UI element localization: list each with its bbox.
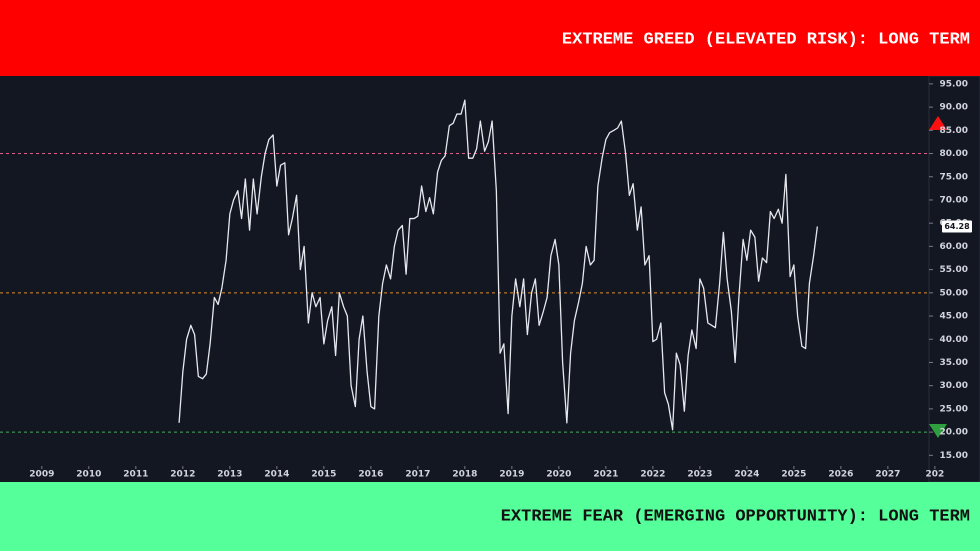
x-tick-label: 2016 [358,470,383,480]
top-banner [0,0,980,76]
arrow-head-down [929,424,947,438]
y-tick-label: 45.00 [940,312,968,322]
bottom-banner [0,482,980,551]
y-tick-label: 75.00 [940,172,968,182]
bottom-banner-text: EXTREME FEAR (EMERGING OPPORTUNITY): LON… [501,507,970,526]
x-tick-label: 2025 [781,470,806,480]
y-tick-label: 90.00 [940,103,968,113]
top-banner-text: EXTREME GREED (ELEVATED RISK): LONG TERM [562,30,970,49]
y-tick-label: 55.00 [940,265,968,275]
y-tick-label: 85.00 [940,126,968,136]
x-tick-label: 2022 [640,470,665,480]
last-value-label: 64.28 [944,222,970,231]
x-tick-label: 2015 [311,470,336,480]
last-value-box [942,220,972,233]
x-tick-label: 2020 [546,470,571,480]
x-tick-label: 2024 [734,470,759,480]
y-tick-label: 95.00 [940,79,968,89]
arrow-head-up [929,116,947,130]
x-tick-label: 2026 [828,470,853,480]
x-tick-label: 2019 [499,470,524,480]
x-tick-label: 2023 [687,470,712,480]
series-line [178,99,819,431]
x-tick-label: 2021 [593,470,618,480]
y-tick-label: 15.00 [940,451,968,461]
plot: 2009 2010 2011 2012 2013 2014 2015 2016 2017 2018… [0,99,944,480]
x-tick-label: 2014 [264,470,289,480]
y-tick-label: 30.00 [940,381,968,391]
x-tick-label: 202 [925,470,944,480]
y-tick-label: 80.00 [940,149,968,159]
y-tick-label: 20.00 [940,428,968,438]
x-tick-label: 2010 [76,470,101,480]
x-tick-label: 2017 [405,470,430,480]
x-tick-label: 2011 [123,470,148,480]
y-tick-label: 70.00 [940,195,968,205]
x-tick-label: 2013 [217,470,242,480]
x-tick-label: 2018 [452,470,477,480]
plot-background [0,76,980,482]
y-tick-label: 40.00 [940,335,968,345]
y-tick-label: 25.00 [940,404,968,414]
x-tick-label: 2012 [170,470,195,480]
x-tick-label: 2027 [875,470,900,480]
y-tick-label: 50.00 [940,288,968,298]
x-tick-label: 2009 [29,470,54,480]
y-tick-label: 60.00 [940,242,968,252]
y-tick-label: 35.00 [940,358,968,368]
